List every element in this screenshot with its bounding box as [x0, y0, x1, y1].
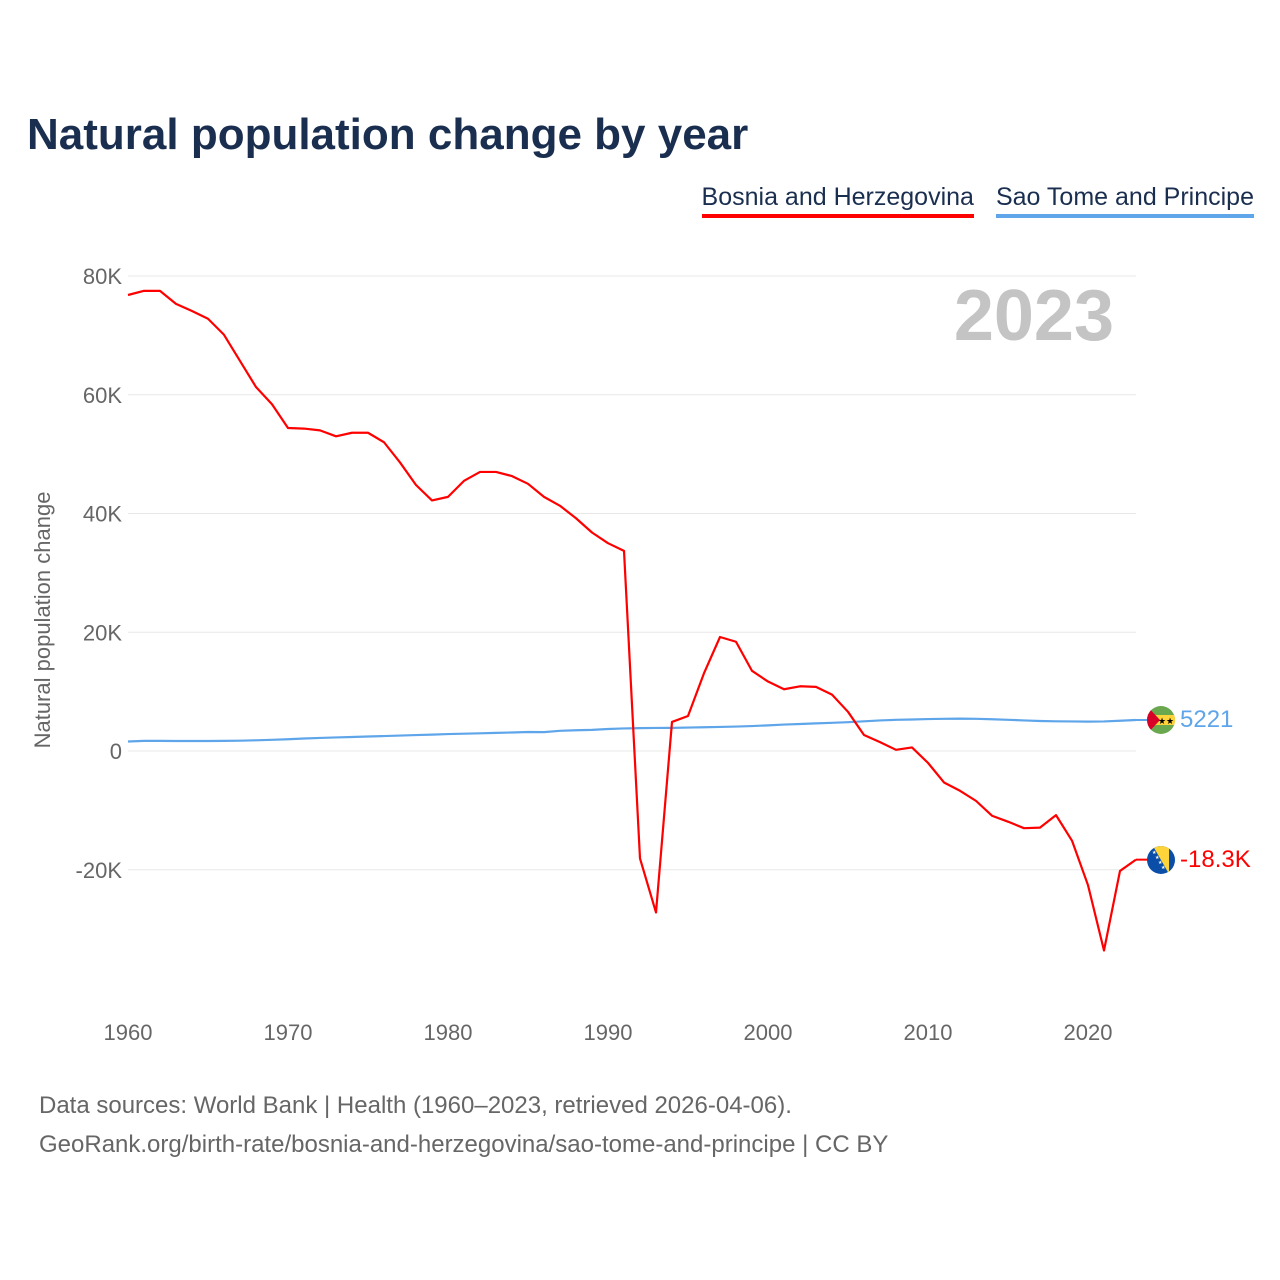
- svg-text:★: ★: [1155, 855, 1160, 861]
- y-tick-label: 80K: [83, 264, 122, 289]
- y-axis-label: Natural population change: [30, 492, 55, 749]
- data-sources: Data sources: World Bank | Health (1960–…: [39, 1092, 792, 1119]
- footer: Data sources: World Bank | Health (1960–…: [39, 1086, 888, 1164]
- chart-title: Natural population change by year: [27, 110, 749, 159]
- y-tick-label: 20K: [83, 620, 122, 645]
- end-label-bosnia: -18.3K: [1180, 846, 1251, 873]
- year-watermark: 2023: [954, 276, 1114, 356]
- legend: Bosnia and Herzegovina Sao Tome and Prin…: [701, 183, 1254, 218]
- bosnia-flag-icon: ★★★★: [1147, 846, 1175, 874]
- legend-item-sao-tome[interactable]: Sao Tome and Principe: [995, 183, 1254, 218]
- y-tick-label: -20K: [76, 858, 123, 883]
- end-label-sao-tome: 5221: [1180, 706, 1233, 733]
- y-tick-label: 40K: [83, 502, 122, 527]
- series-line-bosnia-and-herzegovina: [127, 289, 1137, 952]
- svg-text:★: ★: [1152, 850, 1157, 856]
- svg-text:★★: ★★: [1158, 716, 1174, 726]
- legend-item-bosnia[interactable]: Bosnia and Herzegovina: [701, 183, 974, 218]
- y-tick-label: 60K: [83, 383, 122, 408]
- svg-text:★: ★: [1158, 860, 1163, 866]
- x-tick-label: 2020: [1064, 1020, 1113, 1045]
- x-tick-label: 2010: [904, 1020, 953, 1045]
- y-tick-label: 0: [110, 739, 122, 764]
- x-tick-label: 1960: [104, 1020, 153, 1045]
- series-line-sao-tome-and-principe: [127, 717, 1137, 743]
- x-tick-label: 1990: [584, 1020, 633, 1045]
- sao-tome-flag-icon: ★★: [1147, 706, 1175, 734]
- source-link[interactable]: GeoRank.org/birth-rate/bosnia-and-herzeg…: [39, 1131, 889, 1158]
- svg-text:★: ★: [1161, 865, 1166, 871]
- x-tick-label: 1970: [264, 1020, 313, 1045]
- x-tick-label: 2000: [744, 1020, 793, 1045]
- x-tick-label: 1980: [424, 1020, 473, 1045]
